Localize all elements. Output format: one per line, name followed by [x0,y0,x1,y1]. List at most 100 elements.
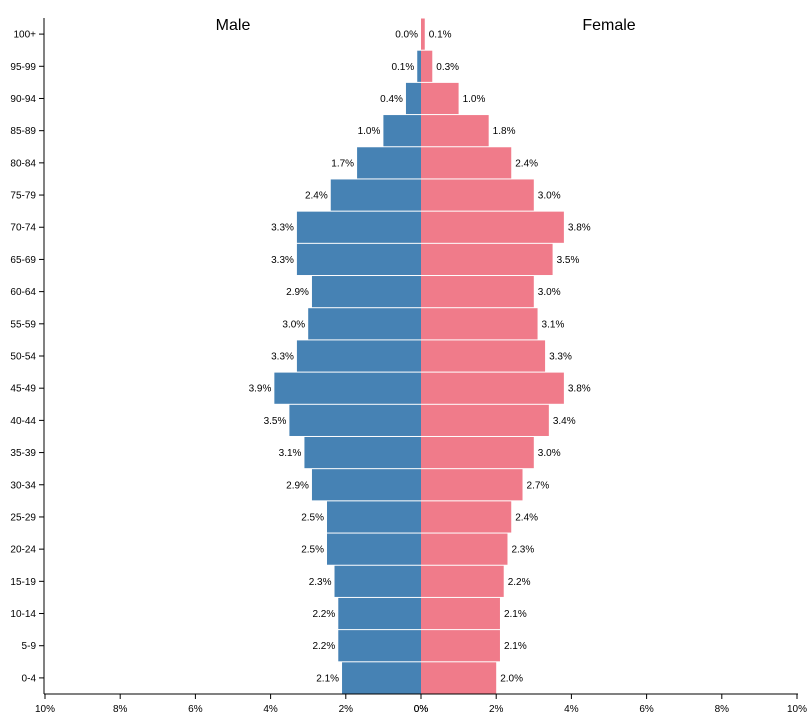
male-x-tick-label-8: 8% [113,704,128,715]
male-value-label-65-69: 3.3% [271,255,294,266]
y-tick-label-45-49: 45-49 [10,384,36,395]
y-tick-label-15-19: 15-19 [10,577,36,588]
male-bar-60-64 [311,276,421,308]
male-value-label-10-14: 2.2% [312,609,335,620]
y-tick-label-25-29: 25-29 [10,512,36,523]
male-x-tick-label-6: 6% [188,704,203,715]
female-value-label-100+: 0.1% [429,30,452,41]
male-value-label-5-9: 2.2% [312,641,335,652]
male-value-label-55-59: 3.0% [282,319,305,330]
y-tick-label-80-84: 80-84 [10,158,36,169]
y-tick-label-50-54: 50-54 [10,352,36,363]
female-bar-60-64 [421,276,534,308]
bars-layer [274,18,564,694]
female-value-label-35-39: 3.0% [538,448,561,459]
female-value-label-10-14: 2.1% [504,609,527,620]
female-value-label-30-34: 2.7% [527,480,550,491]
female-value-label-95-99: 0.3% [436,62,459,73]
female-value-label-90-94: 1.0% [463,94,486,105]
male-value-label-45-49: 3.9% [249,384,272,395]
female-bar-50-54 [421,340,546,372]
y-tick-label-35-39: 35-39 [10,448,36,459]
male-value-label-0-4: 2.1% [316,673,339,684]
female-bar-100+ [421,18,425,50]
male-bar-75-79 [330,179,421,211]
male-bar-45-49 [274,372,421,404]
y-tick-label-70-74: 70-74 [10,223,36,234]
male-bar-20-24 [327,533,421,565]
female-bar-10-14 [421,597,500,630]
male-bar-70-74 [296,211,421,243]
y-tick-label-75-79: 75-79 [10,191,36,202]
female-value-label-85-89: 1.8% [493,126,516,137]
y-tick-label-100+: 100+ [13,30,36,41]
female-bar-80-84 [421,147,512,179]
male-value-label-15-19: 2.3% [309,577,332,588]
female-bar-65-69 [421,243,553,276]
y-tick-label-60-64: 60-64 [10,287,36,298]
male-x-tick-label-2: 2% [339,704,354,715]
male-value-label-30-34: 2.9% [286,480,309,491]
male-value-label-100+: 0.0% [395,30,418,41]
male-bar-25-29 [327,501,421,533]
male-value-label-20-24: 2.5% [301,545,324,556]
male-value-label-40-44: 3.5% [264,416,287,427]
female-bar-90-94 [421,82,459,115]
male-value-label-80-84: 1.7% [331,158,354,169]
y-tick-label-10-14: 10-14 [10,609,36,620]
y-tick-label-95-99: 95-99 [10,62,36,73]
y-tick-label-5-9: 5-9 [22,641,37,652]
male-value-label-90-94: 0.4% [380,94,403,105]
male-bar-5-9 [338,630,421,662]
male-value-label-95-99: 0.1% [391,62,414,73]
female-value-label-55-59: 3.1% [542,319,565,330]
male-bar-50-54 [296,340,421,372]
female-bar-70-74 [421,211,564,243]
male-bar-10-14 [338,597,421,630]
female-x-tick-label-2: 2% [489,704,504,715]
y-tick-label-55-59: 55-59 [10,319,36,330]
male-bar-55-59 [308,308,421,340]
female-bar-0-4 [421,662,497,694]
female-bar-85-89 [421,115,489,147]
female-bar-5-9 [421,630,500,662]
y-tick-label-0-4: 0-4 [22,673,37,684]
male-bar-95-99 [417,50,421,82]
female-bar-30-34 [421,469,523,501]
male-x-tick-label-0: 0% [414,704,429,715]
female-bar-45-49 [421,372,564,404]
female-value-label-70-74: 3.8% [568,223,591,234]
male-bar-90-94 [405,82,421,115]
labels-layer: 2.1% 2.2% 2.2% 2.3% 2.5% 2.5% 2.9% 3.1% 3.5% 3.9%… [249,30,591,685]
male-title: Male [216,17,251,34]
female-title: Female [582,17,635,34]
male-x-tick-label-10: 10% [35,704,55,715]
female-value-label-60-64: 3.0% [538,287,561,298]
female-value-label-20-24: 2.3% [511,545,534,556]
male-bar-65-69 [296,243,421,276]
female-x-tick-label-6: 6% [639,704,654,715]
male-value-label-25-29: 2.5% [301,512,324,523]
female-x-tick-label-8: 8% [715,704,730,715]
female-value-label-15-19: 2.2% [508,577,531,588]
female-bar-55-59 [421,308,538,340]
male-value-label-70-74: 3.3% [271,223,294,234]
female-value-label-80-84: 2.4% [515,158,538,169]
female-x-tick-label-4: 4% [564,704,579,715]
male-bar-0-4 [342,662,421,694]
female-value-label-45-49: 3.8% [568,384,591,395]
y-tick-label-30-34: 30-34 [10,480,36,491]
female-bar-25-29 [421,501,512,533]
female-value-label-5-9: 2.1% [504,641,527,652]
female-value-label-0-4: 2.0% [500,673,523,684]
female-bar-75-79 [421,179,534,211]
female-value-label-25-29: 2.4% [515,512,538,523]
y-tick-label-85-89: 85-89 [10,126,36,137]
female-bar-40-44 [421,404,549,436]
male-value-label-35-39: 3.1% [279,448,302,459]
female-x-tick-label-0: 0% [414,704,429,715]
male-value-label-85-89: 1.0% [358,126,381,137]
female-value-label-50-54: 3.3% [549,352,572,363]
female-bar-35-39 [421,436,534,469]
